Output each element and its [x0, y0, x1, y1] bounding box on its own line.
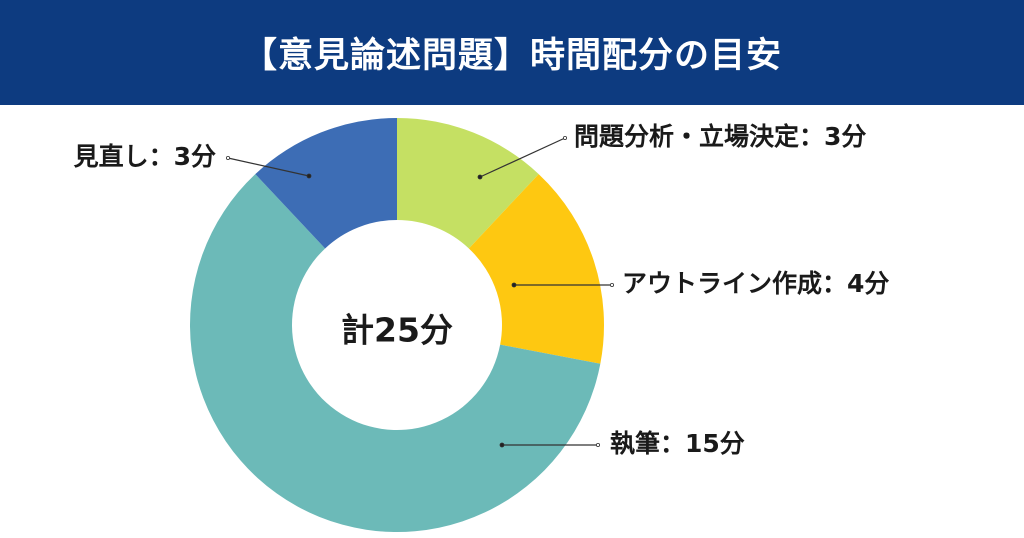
leader-lines	[225, 135, 615, 448]
donut-slice-1	[397, 118, 539, 249]
slice-label-3: 執筆：15分	[610, 429, 745, 458]
leader-dot-1-2	[563, 135, 568, 140]
donut-slices	[189, 118, 604, 533]
slice-label-4: 見直し：3分	[74, 142, 216, 171]
leader-dot-2-2	[610, 282, 615, 287]
leader-dot-3-1	[499, 442, 505, 448]
slice-label-1: 問題分析・立場決定：3分	[574, 122, 866, 151]
center-total-label: 計25分	[341, 311, 453, 350]
leader-line-4	[227, 157, 310, 177]
leader-dot-4-1	[306, 173, 312, 179]
leader-dot-4-2	[225, 155, 230, 160]
donut-slice-2	[468, 174, 604, 364]
leader-line-1	[479, 137, 566, 178]
leader-dot-2-1	[511, 282, 517, 288]
chart-title: 【意見論述問題】時間配分の目安	[241, 36, 782, 76]
donut-slice-3	[189, 174, 601, 533]
title-banner: 【意見論述問題】時間配分の目安	[0, 0, 1024, 105]
leader-dot-1-1	[477, 174, 483, 180]
slice-label-2: アウトライン作成：4分	[622, 269, 889, 298]
donut-slice-4	[255, 118, 397, 249]
leader-dot-3-2	[596, 442, 601, 447]
